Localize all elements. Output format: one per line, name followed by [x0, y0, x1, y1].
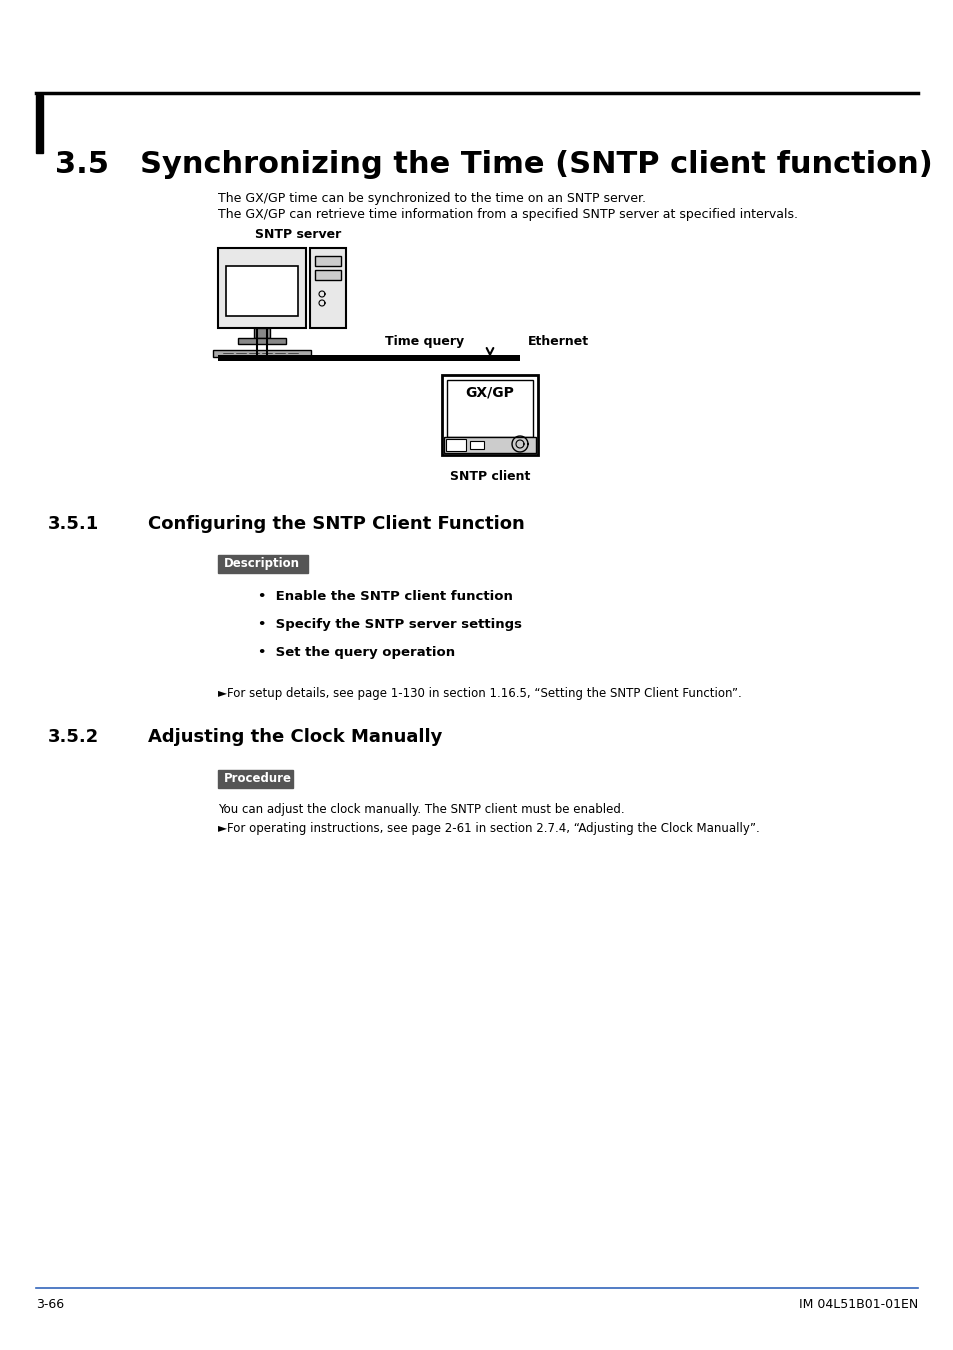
- Text: 3.5.2: 3.5.2: [48, 728, 99, 747]
- Text: •  Specify the SNTP server settings: • Specify the SNTP server settings: [257, 618, 521, 630]
- Text: The GX/GP can retrieve time information from a specified SNTP server at specifie: The GX/GP can retrieve time information …: [218, 208, 797, 221]
- Text: IM 04L51B01-01EN: IM 04L51B01-01EN: [798, 1297, 917, 1311]
- Bar: [443, 437, 536, 454]
- Bar: [447, 379, 533, 437]
- Bar: [470, 441, 483, 450]
- Text: 3-66: 3-66: [36, 1297, 64, 1311]
- Bar: [314, 256, 340, 266]
- Text: Procedure: Procedure: [224, 772, 292, 786]
- Text: •  Enable the SNTP client function: • Enable the SNTP client function: [257, 590, 513, 603]
- Bar: [314, 270, 340, 279]
- Text: ►For setup details, see page 1-130 in section 1.16.5, “Setting the SNTP Client F: ►For setup details, see page 1-130 in se…: [218, 687, 741, 701]
- Bar: [226, 266, 297, 316]
- Bar: [218, 248, 306, 328]
- Bar: [218, 555, 308, 572]
- Bar: [446, 439, 465, 451]
- Text: Configuring the SNTP Client Function: Configuring the SNTP Client Function: [148, 514, 524, 533]
- Text: GX/GP: GX/GP: [465, 385, 514, 400]
- Text: You can adjust the clock manually. The SNTP client must be enabled.: You can adjust the clock manually. The S…: [218, 803, 624, 815]
- Text: SNTP client: SNTP client: [450, 470, 530, 483]
- Bar: [218, 355, 519, 360]
- Text: Adjusting the Clock Manually: Adjusting the Clock Manually: [148, 728, 442, 747]
- Text: ►For operating instructions, see page 2-61 in section 2.7.4, “Adjusting the Cloc: ►For operating instructions, see page 2-…: [218, 822, 759, 836]
- Bar: [36, 95, 43, 153]
- Bar: [213, 350, 311, 356]
- Text: Ethernet: Ethernet: [527, 335, 589, 348]
- Text: SNTP server: SNTP server: [254, 228, 341, 242]
- Bar: [237, 338, 286, 344]
- Text: Synchronizing the Time (SNTP client function): Synchronizing the Time (SNTP client func…: [140, 150, 932, 180]
- Bar: [441, 375, 537, 455]
- Text: Time query: Time query: [385, 335, 464, 348]
- Text: •  Set the query operation: • Set the query operation: [257, 647, 455, 659]
- Text: 3.5.1: 3.5.1: [48, 514, 99, 533]
- Bar: [310, 248, 346, 328]
- Text: The GX/GP time can be synchronized to the time on an SNTP server.: The GX/GP time can be synchronized to th…: [218, 192, 645, 205]
- Bar: [218, 769, 293, 788]
- Bar: [253, 328, 270, 338]
- Text: 3.5: 3.5: [55, 150, 109, 180]
- Text: Description: Description: [224, 558, 299, 571]
